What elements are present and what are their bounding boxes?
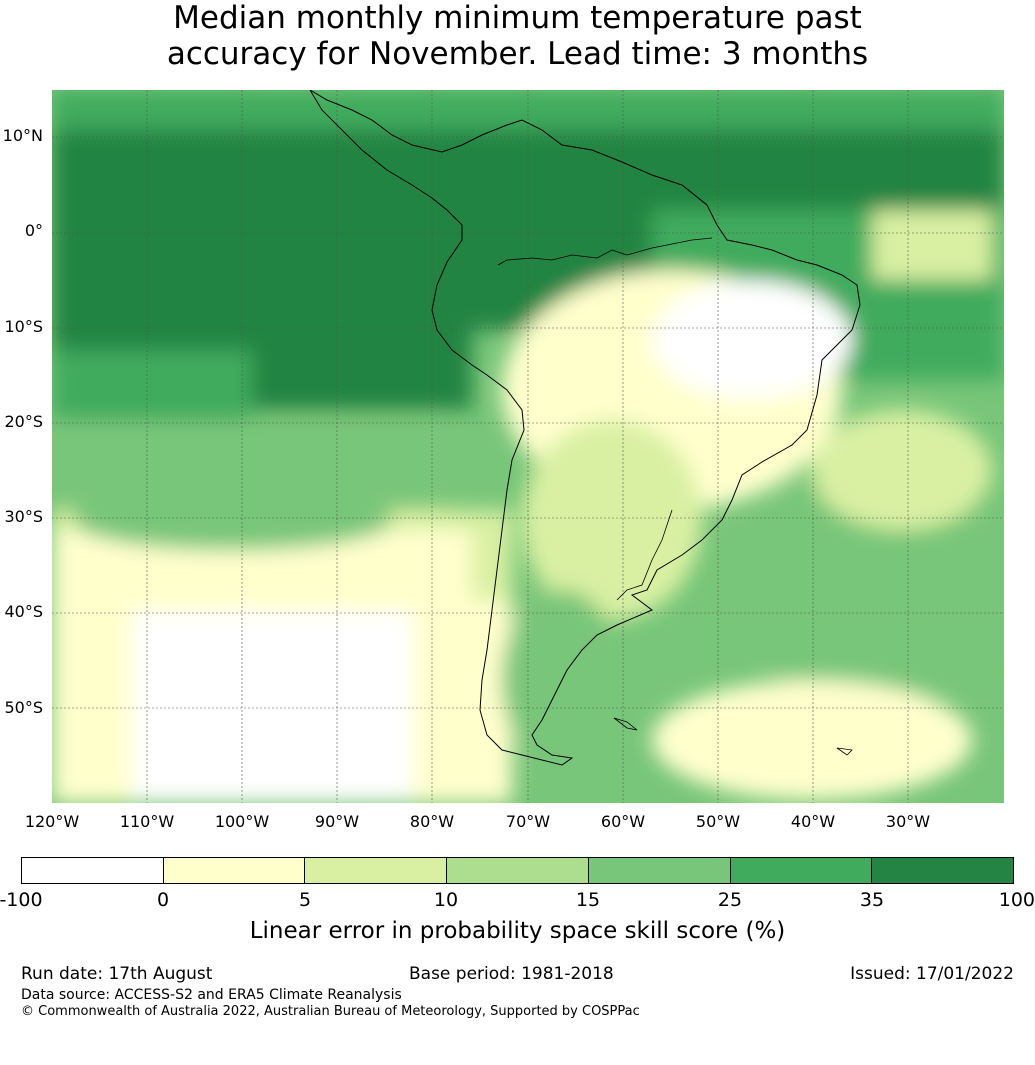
- map-canvas: [52, 90, 1004, 803]
- lat-label-20s: 20°S: [4, 412, 43, 431]
- title-line-2: accuracy for November. Lead time: 3 mont…: [166, 36, 869, 72]
- map-title: Median monthly minimum temperature past …: [0, 0, 1035, 72]
- lon-label-50w: 50°W: [695, 812, 741, 831]
- colorbar-tick: 5: [298, 889, 312, 911]
- lon-label-90w: 90°W: [314, 812, 360, 831]
- data-source: Data source: ACCESS-S2 and ERA5 Climate …: [21, 987, 402, 1003]
- skill-score-map: [52, 90, 1004, 803]
- lon-label-110w: 110°W: [119, 812, 175, 831]
- colorbar-tick: 35: [859, 889, 885, 911]
- issued-date: Issued: 17/01/2022: [850, 964, 1014, 984]
- south-georgia: [836, 747, 853, 756]
- colorbar-tick: 100: [998, 889, 1035, 911]
- amazon-river-border: [497, 237, 713, 266]
- rio-de-la-plata-border: [616, 509, 673, 601]
- colorbar: [21, 857, 1014, 884]
- falkland-islands: [613, 717, 638, 731]
- colorbar-tick: 25: [717, 889, 743, 911]
- lon-label-80w: 80°W: [409, 812, 455, 831]
- colorbar-tick: -100: [0, 889, 43, 911]
- lon-label-40w: 40°W: [790, 812, 836, 831]
- lat-label-40s: 40°S: [4, 602, 43, 621]
- base-period: Base period: 1981-2018: [409, 964, 614, 984]
- colorbar-tick: 0: [156, 889, 170, 911]
- colorbar-segment: [588, 858, 731, 883]
- colorbar-segment: [730, 858, 873, 883]
- lat-label-10s: 10°S: [4, 317, 43, 336]
- lon-label-70w: 70°W: [505, 812, 551, 831]
- run-date: Run date: 17th August: [21, 964, 213, 984]
- lon-label-120w: 120°W: [24, 812, 80, 831]
- lat-label-10n: 10°N: [2, 126, 43, 145]
- lon-label-100w: 100°W: [214, 812, 270, 831]
- colorbar-segment: [305, 858, 448, 883]
- copyright: © Commonwealth of Australia 2022, Austra…: [21, 1004, 640, 1019]
- colorbar-segment: [447, 858, 589, 883]
- title-line-1: Median monthly minimum temperature past: [173, 0, 862, 36]
- lat-label-0: 0°: [24, 221, 43, 240]
- colorbar-segment: [163, 858, 306, 883]
- colorbar-segment: [22, 858, 164, 883]
- lon-label-60w: 60°W: [600, 812, 646, 831]
- lat-label-30s: 30°S: [4, 507, 43, 526]
- colorbar-segment: [872, 858, 1014, 883]
- lat-label-50s: 50°S: [4, 698, 43, 717]
- south-america-coastline: [309, 90, 861, 766]
- colorbar-tick: 10: [433, 889, 459, 911]
- lon-label-30w: 30°W: [885, 812, 931, 831]
- graticule: [52, 90, 1004, 803]
- skill-field: [52, 90, 1004, 803]
- colorbar-label: Linear error in probability space skill …: [249, 918, 786, 944]
- colorbar-tick: 15: [575, 889, 601, 911]
